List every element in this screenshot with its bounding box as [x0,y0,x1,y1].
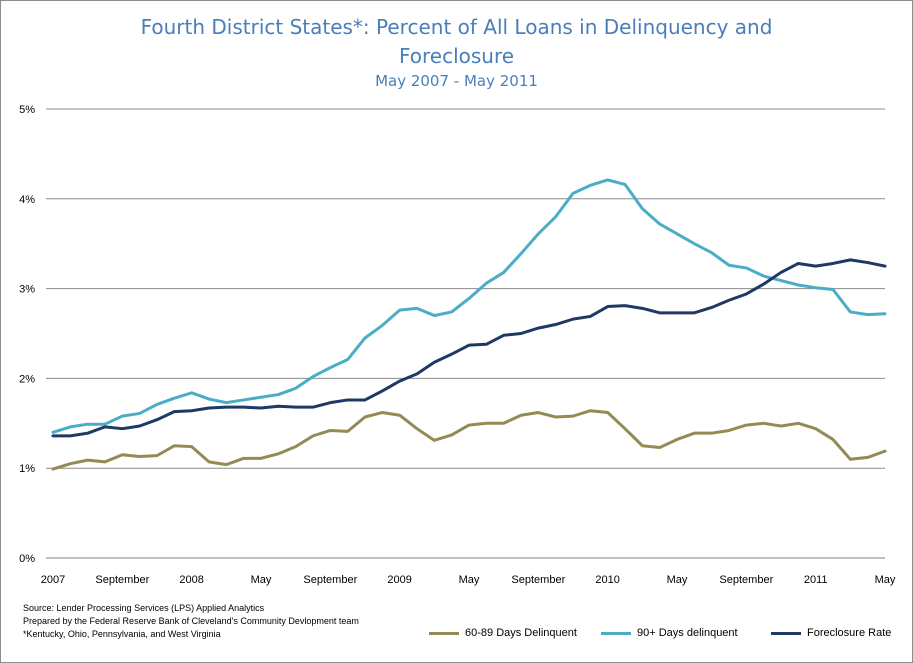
source-notes: Source: Lender Processing Services (LPS)… [23,602,359,641]
x-tick-label: 2007 [41,574,65,586]
legend-label: Foreclosure Rate [807,627,892,639]
chart-subtitle: May 2007 - May 2011 [375,72,538,90]
x-tick-label: September [719,574,773,586]
x-tick-label: 2010 [595,574,619,586]
y-axis-ticks: 0% 1% 2% 3% 4% 5% [19,104,35,565]
prepared-by-note: Prepared by the Federal Reserve Bank of … [23,616,359,626]
series-line-0 [51,409,887,471]
gridlines [46,108,885,559]
x-axis-ticks: 2007 September 2008 May September 2009 May Sept… [41,574,896,586]
y-tick-label: 2% [19,373,35,385]
y-tick-label: 1% [19,463,35,475]
x-tick-label: 2009 [387,574,411,586]
series-lines [51,178,887,471]
series-line-1 [51,178,887,434]
y-tick-label: 3% [19,284,35,296]
states-footnote: *Kentucky, Ohio, Pennsylvania, and West … [23,629,221,639]
series-line-2 [51,258,887,438]
chart-title: Fourth District States*: Percent of All … [140,15,773,68]
legend-swatch [429,631,459,635]
x-tick-label: September [511,574,565,586]
legend-label: 90+ Days delinquent [637,627,738,639]
x-tick-label: 2008 [179,574,203,586]
x-tick-label: 2011 [804,574,828,586]
legend-label: 60-89 Days Delinquent [465,627,577,639]
y-tick-label: 4% [19,194,35,206]
legend-swatch [771,631,801,635]
legend-item-foreclosure: Foreclosure Rate [771,627,891,639]
legend-item-90-plus: 90+ Days delinquent [601,627,738,639]
legend-swatch [601,631,631,635]
y-tick-label: 0% [19,553,35,565]
x-tick-label: September [303,574,357,586]
legend-item-60-89: 60-89 Days Delinquent [429,627,577,639]
x-tick-label: May [667,574,688,586]
x-tick-label: September [95,574,149,586]
x-tick-label: May [251,574,272,586]
y-tick-label: 5% [19,104,35,116]
x-tick-label: May [875,574,896,586]
x-tick-label: May [459,574,480,586]
source-note: Source: Lender Processing Services (LPS)… [23,603,265,613]
